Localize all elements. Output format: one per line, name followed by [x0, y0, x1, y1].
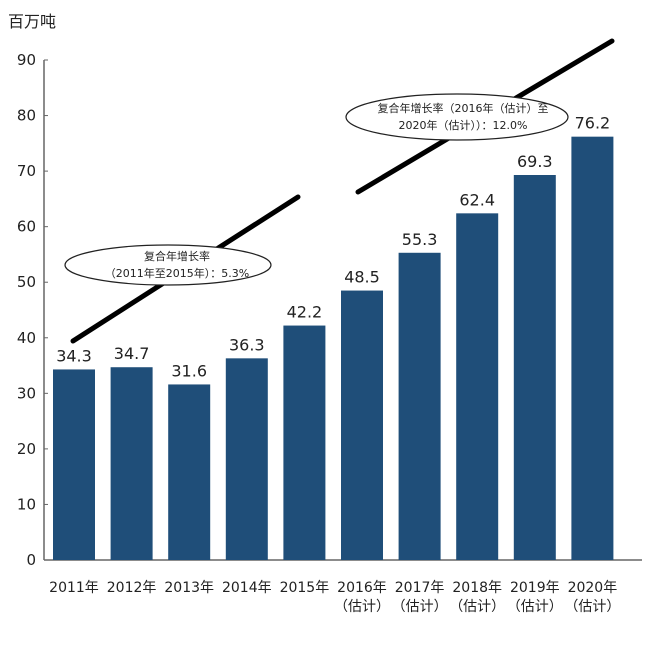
y-tick-label: 10 [17, 495, 36, 513]
bar-value-label: 34.3 [56, 346, 92, 365]
x-tick-label: （估计） [449, 599, 505, 615]
bar-value-label: 62.4 [459, 190, 495, 209]
x-tick-label: 2012年 [107, 580, 157, 596]
y-axis-ticks: 0 10 20 30 40 50 60 70 80 90 [17, 51, 48, 569]
y-tick-label: 60 [17, 218, 36, 236]
cagr-annotation-2016-2020: 复合年增长率（2016年（估计）至 2020年（估计））：12.0% [345, 93, 569, 141]
bar-10 [571, 136, 614, 560]
x-tick-label: 2016年 [337, 580, 387, 596]
bar-value-label: 42.2 [287, 303, 323, 322]
bar-1 [53, 369, 95, 560]
x-tick-label: 2018年 [452, 580, 502, 596]
x-tick-label: 2015年 [280, 580, 330, 596]
y-tick-label: 30 [17, 384, 36, 402]
bar-value-label: 31.6 [171, 361, 207, 380]
y-tick-label: 0 [26, 551, 36, 569]
bar-value-label: 48.5 [344, 268, 380, 287]
bar-4 [225, 358, 268, 560]
x-tick-label: 2013年 [164, 580, 214, 596]
y-tick-label: 20 [17, 440, 36, 458]
x-tick-label: （估计） [334, 599, 390, 615]
bar-6 [341, 290, 383, 560]
x-tick-label: （估计） [564, 599, 620, 615]
bar-value-label: 55.3 [402, 230, 438, 249]
y-tick-label: 90 [17, 51, 36, 69]
annotation-ellipse [64, 244, 272, 286]
y-tick-label: 80 [17, 107, 36, 125]
bar-8 [456, 213, 499, 561]
x-tick-label: 2017年 [395, 580, 445, 596]
annotation-ellipse [345, 93, 569, 141]
bar-7 [398, 252, 441, 560]
bars: 34.3 34.7 31.6 36.3 42.2 48.5 55.3 62.4 69.3 76.2 [53, 114, 614, 561]
x-tick-label: 2020年 [568, 580, 618, 596]
x-tick-label: （估计） [507, 599, 563, 615]
bar-value-label: 69.3 [517, 152, 553, 171]
y-axis-unit-label: 百万吨 [8, 12, 56, 31]
cagr-annotation-2011-2015: 复合年增长率 （2011年至2015年）：5.3% [64, 244, 272, 286]
x-tick-label: 2019年 [510, 580, 560, 596]
y-tick-label: 40 [17, 329, 36, 347]
bar-value-label: 34.7 [114, 344, 150, 363]
bar-3 [168, 384, 211, 560]
bar-2 [110, 367, 153, 560]
x-tick-label: （估计） [392, 599, 448, 615]
x-axis-ticks: 2011年 2012年 2013年 2014年 2015年 2016年（估计）2017年（… [49, 580, 620, 615]
annotation-line-2: 2020年（估计））：12.0% [399, 118, 528, 132]
x-tick-label: 2014年 [222, 580, 272, 596]
y-tick-label: 70 [17, 162, 36, 180]
x-tick-label: 2011年 [49, 580, 99, 596]
bar-9 [513, 175, 556, 560]
annotation-line-1: 复合年增长率（2016年（估计）至 [378, 101, 549, 115]
y-tick-label: 50 [17, 273, 36, 291]
bar-value-label: 76.2 [575, 114, 611, 133]
bar-value-label: 36.3 [229, 335, 265, 354]
bar-5 [283, 325, 326, 560]
annotation-line-2: （2011年至2015年）：5.3% [105, 266, 249, 280]
annotation-line-1: 复合年增长率 [144, 249, 210, 263]
